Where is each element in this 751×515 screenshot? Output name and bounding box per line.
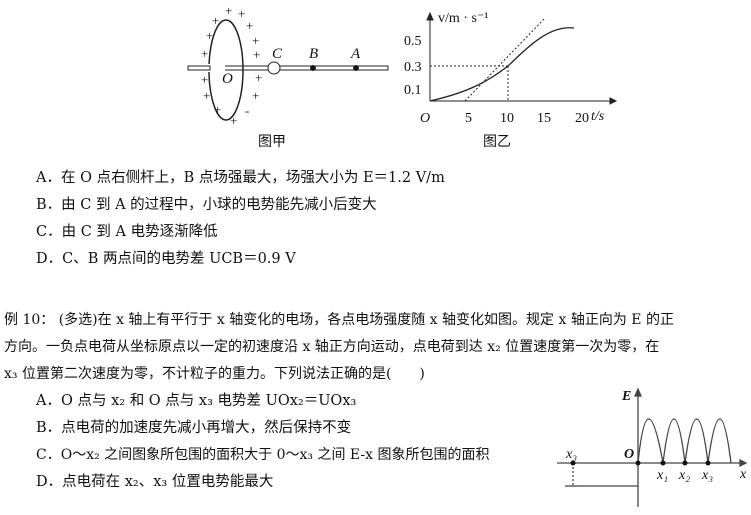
svg-text:15: 15 xyxy=(537,111,551,126)
q9-option-c: C．由 C 到 A 电势逐渐降低 xyxy=(36,224,218,240)
label-O: O xyxy=(222,71,233,87)
svg-text:O: O xyxy=(624,447,634,462)
q10-option-d: D．点电荷在 x₂、x₃ 位置电势能最大 xyxy=(36,474,274,490)
svg-text:+: + xyxy=(246,18,253,33)
svg-text:+: + xyxy=(201,46,208,61)
svg-text:+: + xyxy=(238,6,245,21)
svg-text:20: 20 xyxy=(575,111,589,126)
q9-option-a: A．在 O 点右侧杆上，B 点场强最大，场强大小为 E＝1.2 V/m xyxy=(36,170,445,186)
label-B: B xyxy=(309,46,318,62)
label-C: C xyxy=(272,46,283,62)
svg-text:+: + xyxy=(253,47,260,62)
svg-text:10: 10 xyxy=(500,111,514,126)
label-A: A xyxy=(350,46,361,62)
svg-text:0.3: 0.3 xyxy=(404,60,422,75)
svg-text:0.5: 0.5 xyxy=(404,34,422,49)
velocity-time-graph xyxy=(426,11,618,105)
q10-option-b: B．点电荷的加速度先减小再增大，然后保持不变 xyxy=(36,420,352,436)
svg-text:+: + xyxy=(255,70,262,85)
caption-fig-a: 图甲 xyxy=(258,134,286,150)
q9-option-b: B．由 C 到 A 的过程中，小球的电势能先减小后变大 xyxy=(36,197,377,213)
x-axis-label: t/s xyxy=(591,109,605,124)
y-axis-label: v/m · s⁻¹ xyxy=(438,11,488,26)
svg-text:x₃: x₃ xyxy=(565,447,577,462)
q10-stem-line2: 方向。一负点电荷从坐标原点以一定的初速度沿 x 轴正方向运动，点电荷到达 x₂ … xyxy=(4,339,660,355)
svg-text:+: + xyxy=(252,88,259,103)
q10-stem-line1: 例 10： (多选)在 x 轴上有平行于 x 轴变化的电场，各点电场强度随 x … xyxy=(4,312,674,328)
q10-option-c: C．O～x₂ 之间图象所包围的面积大于 0～x₃ 之间 E-x 图象所包围的面积 xyxy=(36,447,490,463)
caption-fig-b: 图乙 xyxy=(483,134,511,150)
svg-text:+: + xyxy=(230,113,237,128)
origin-label: O xyxy=(420,111,430,126)
charge-signs: + ++ + + ++ + + ++ + ++- xyxy=(201,3,262,128)
svg-text:x₁: x₁ xyxy=(656,468,668,483)
svg-text:-: - xyxy=(245,103,249,118)
svg-text:+: + xyxy=(203,88,210,103)
svg-text:x₂: x₂ xyxy=(678,468,690,483)
svg-text:+: + xyxy=(252,33,259,48)
q10-option-a: A．O 点与 x₂ 和 O 点与 x₃ 电势差 UOx₂＝UOx₃ xyxy=(36,393,357,409)
svg-text:+: + xyxy=(206,28,213,43)
svg-text:x₃: x₃ xyxy=(701,468,713,483)
q10-stem-line3: x₃ 位置第二次速度为零，不计粒子的重力。下列说法正确的是( ) xyxy=(4,366,425,382)
svg-text:+: + xyxy=(214,102,221,117)
e-x-graph xyxy=(557,387,748,507)
ring-rod-figure xyxy=(187,19,389,121)
svg-text:5: 5 xyxy=(465,111,472,126)
svg-text:+: + xyxy=(212,13,219,28)
q9-option-d: D．C、B 两点间的电势差 UCB＝0.9 V xyxy=(36,251,296,267)
svg-text:E: E xyxy=(621,389,631,404)
svg-text:+: + xyxy=(225,3,232,18)
svg-text:0.1: 0.1 xyxy=(404,83,422,98)
svg-text:+: + xyxy=(201,72,208,87)
svg-text:x: x xyxy=(739,467,747,482)
